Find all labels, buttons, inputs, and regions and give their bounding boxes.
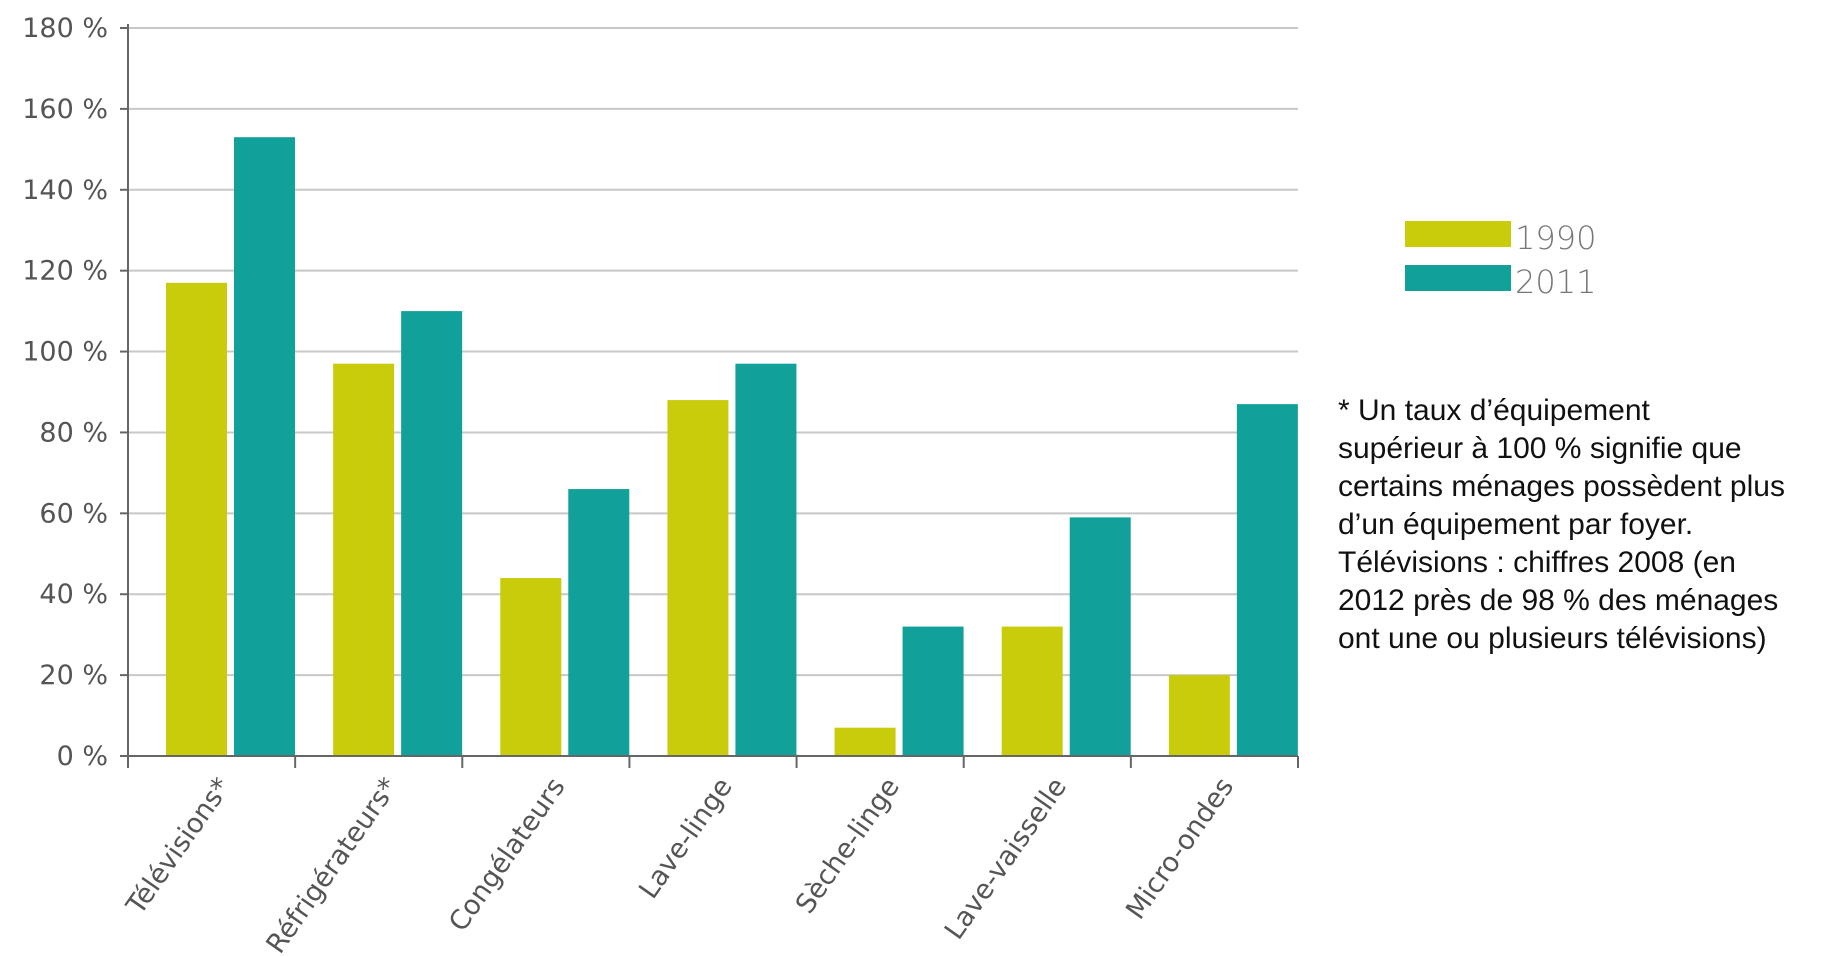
bar-1990 [667, 400, 729, 756]
grid-lines [128, 27, 1298, 677]
bar-1990 [1168, 675, 1230, 756]
footnote-line: certains ménages possèdent plus [1338, 470, 1785, 503]
bar-2011 [1236, 404, 1298, 756]
y-tick-label: 80 % [39, 417, 108, 448]
x-tick-label: Lave-linge [633, 772, 739, 904]
x-tick-label: Réfrigérateurs* [261, 772, 405, 957]
axes [127, 24, 1299, 768]
y-tick-label: 160 % [22, 94, 108, 125]
bar-1990 [333, 363, 395, 756]
bar-2011 [401, 311, 463, 756]
legend-swatch [1405, 221, 1511, 247]
y-tick-label: 100 % [22, 337, 108, 368]
y-tick-label: 40 % [39, 579, 108, 610]
y-tick-label: 140 % [22, 175, 108, 206]
y-axis-ticks: 0 % 20 % 40 % 60 % 80 % 100 % 120 % 140 % 160 % 1… [22, 13, 128, 772]
y-tick-label: 60 % [39, 498, 108, 529]
legend-label: 2011 [1515, 263, 1596, 301]
y-tick-label: 180 % [22, 13, 108, 44]
y-tick-label: 20 % [39, 660, 108, 691]
legend-label: 1990 [1515, 219, 1596, 257]
x-tick-label: Lave-vaisselle [939, 772, 1073, 945]
bar-2011 [568, 489, 630, 756]
legend-swatch [1405, 265, 1511, 291]
y-tick-label: 120 % [22, 256, 108, 287]
x-tick-label: Congélateurs [443, 772, 572, 937]
x-axis-labels: Télévisions* Réfrigérateurs* Congélateurs L… [120, 772, 1240, 957]
bar-1990 [1001, 626, 1063, 756]
footnote-line: ont une ou plusieurs télévisions) [1338, 622, 1767, 655]
footnote-line: 2012 près de 98 % des ménages [1338, 584, 1779, 617]
x-tick-label: Télévisions* [120, 772, 237, 921]
x-tick-label: Micro-ondes [1120, 772, 1240, 925]
footnote-line: * Un taux d’équipement [1338, 394, 1650, 427]
bar-2011 [1069, 517, 1131, 756]
legend: 1990 2011 [1405, 219, 1596, 301]
footnote-line: supérieur à 100 % signifie que [1338, 432, 1742, 465]
x-tick-label: Sèche-linge [790, 772, 906, 919]
footnote-line: Télévisions : chiffres 2008 (en [1338, 546, 1736, 579]
bars [166, 137, 1298, 756]
bar-1990 [500, 578, 562, 756]
footnote-line: d’un équipement par foyer. [1338, 508, 1694, 541]
y-tick-label: 0 % [57, 741, 108, 772]
bar-1990 [834, 727, 896, 756]
footnote: * Un taux d’équipement supérieur à 100 %… [1338, 392, 1838, 658]
bar-2011 [735, 363, 797, 756]
bar-2011 [902, 626, 964, 756]
bar-1990 [166, 282, 227, 756]
bar-2011 [234, 137, 295, 756]
